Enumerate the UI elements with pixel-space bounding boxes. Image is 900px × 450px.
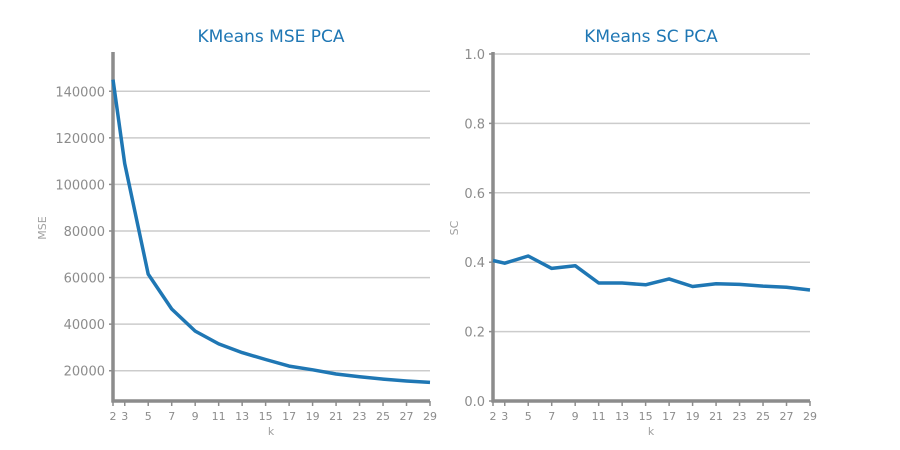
mse-y-axis-label: MSE — [36, 216, 49, 239]
sc-y-tick-label: 1.0 — [464, 48, 485, 63]
mse-y-tick-label: 20000 — [64, 365, 105, 380]
sc-x-tick-label: 23 — [733, 410, 747, 423]
sc-y-tick-label: 0.2 — [464, 326, 485, 341]
mse-x-tick-label: 2 — [110, 410, 117, 423]
sc-x-tick-label: 19 — [686, 410, 700, 423]
mse-y-tick-label: 80000 — [64, 225, 105, 240]
sc-x-tick-label: 13 — [615, 410, 629, 423]
sc-x-tick-label: 11 — [592, 410, 606, 423]
mse-x-tick-label: 7 — [168, 410, 175, 423]
sc-x-tick-label: 7 — [548, 410, 555, 423]
mse-x-tick-label: 13 — [235, 410, 249, 423]
mse-y-tick-label: 140000 — [55, 85, 105, 100]
mse-x-tick-label: 25 — [376, 410, 390, 423]
mse-x-tick-label: 9 — [192, 410, 199, 423]
sc-chart: KMeans SC PCA k SC 0.0 0.2 0.4 0.6 0.8 1.0 2 3 5… — [448, 27, 817, 438]
sc-series-line — [492, 254, 811, 292]
sc-y-tick-label: 0.8 — [464, 117, 485, 132]
mse-x-tick-label: 21 — [329, 410, 343, 423]
mse-x-tick-label: 29 — [423, 410, 437, 423]
mse-x-tick-label: 5 — [145, 410, 152, 423]
sc-y-tick-label: 0.6 — [464, 187, 485, 202]
mse-x-tick-label: 11 — [212, 410, 226, 423]
mse-y-tick-label: 40000 — [64, 318, 105, 333]
sc-x-axis-label: k — [648, 425, 655, 438]
mse-series-line — [111, 79, 431, 385]
mse-x-tick-label: 15 — [259, 410, 273, 423]
sc-y-tick-label: 0.4 — [464, 256, 485, 271]
mse-chart: KMeans MSE PCA k MSE 20000 40000 60000 8000… — [36, 27, 437, 438]
mse-y-tick-label: 60000 — [64, 272, 105, 287]
mse-x-tick-label: 27 — [400, 410, 414, 423]
sc-x-tick-label: 29 — [803, 410, 817, 423]
sc-x-tick-label: 25 — [756, 410, 770, 423]
sc-x-tick-label: 21 — [709, 410, 723, 423]
mse-y-tick-label: 120000 — [55, 132, 105, 147]
mse-y-tick-label: 100000 — [55, 178, 105, 193]
sc-x-tick-label: 2 — [490, 410, 497, 423]
sc-x-tick-label: 27 — [780, 410, 794, 423]
mse-x-axis-label: k — [268, 425, 275, 438]
sc-x-tick-label: 3 — [501, 410, 508, 423]
sc-x-tick-label: 15 — [639, 410, 653, 423]
mse-x-tick-label: 23 — [353, 410, 367, 423]
sc-y-axis-label: SC — [448, 220, 461, 235]
mse-x-tick-label: 17 — [282, 410, 296, 423]
sc-chart-title: KMeans SC PCA — [584, 27, 718, 47]
sc-x-tick-label: 17 — [662, 410, 676, 423]
sc-x-tick-label: 5 — [525, 410, 532, 423]
mse-x-tick-label: 3 — [121, 410, 128, 423]
mse-x-tick-label: 19 — [306, 410, 320, 423]
sc-x-tick-label: 9 — [572, 410, 579, 423]
mse-chart-title: KMeans MSE PCA — [197, 27, 344, 47]
sc-y-tick-label: 0.0 — [464, 395, 485, 410]
